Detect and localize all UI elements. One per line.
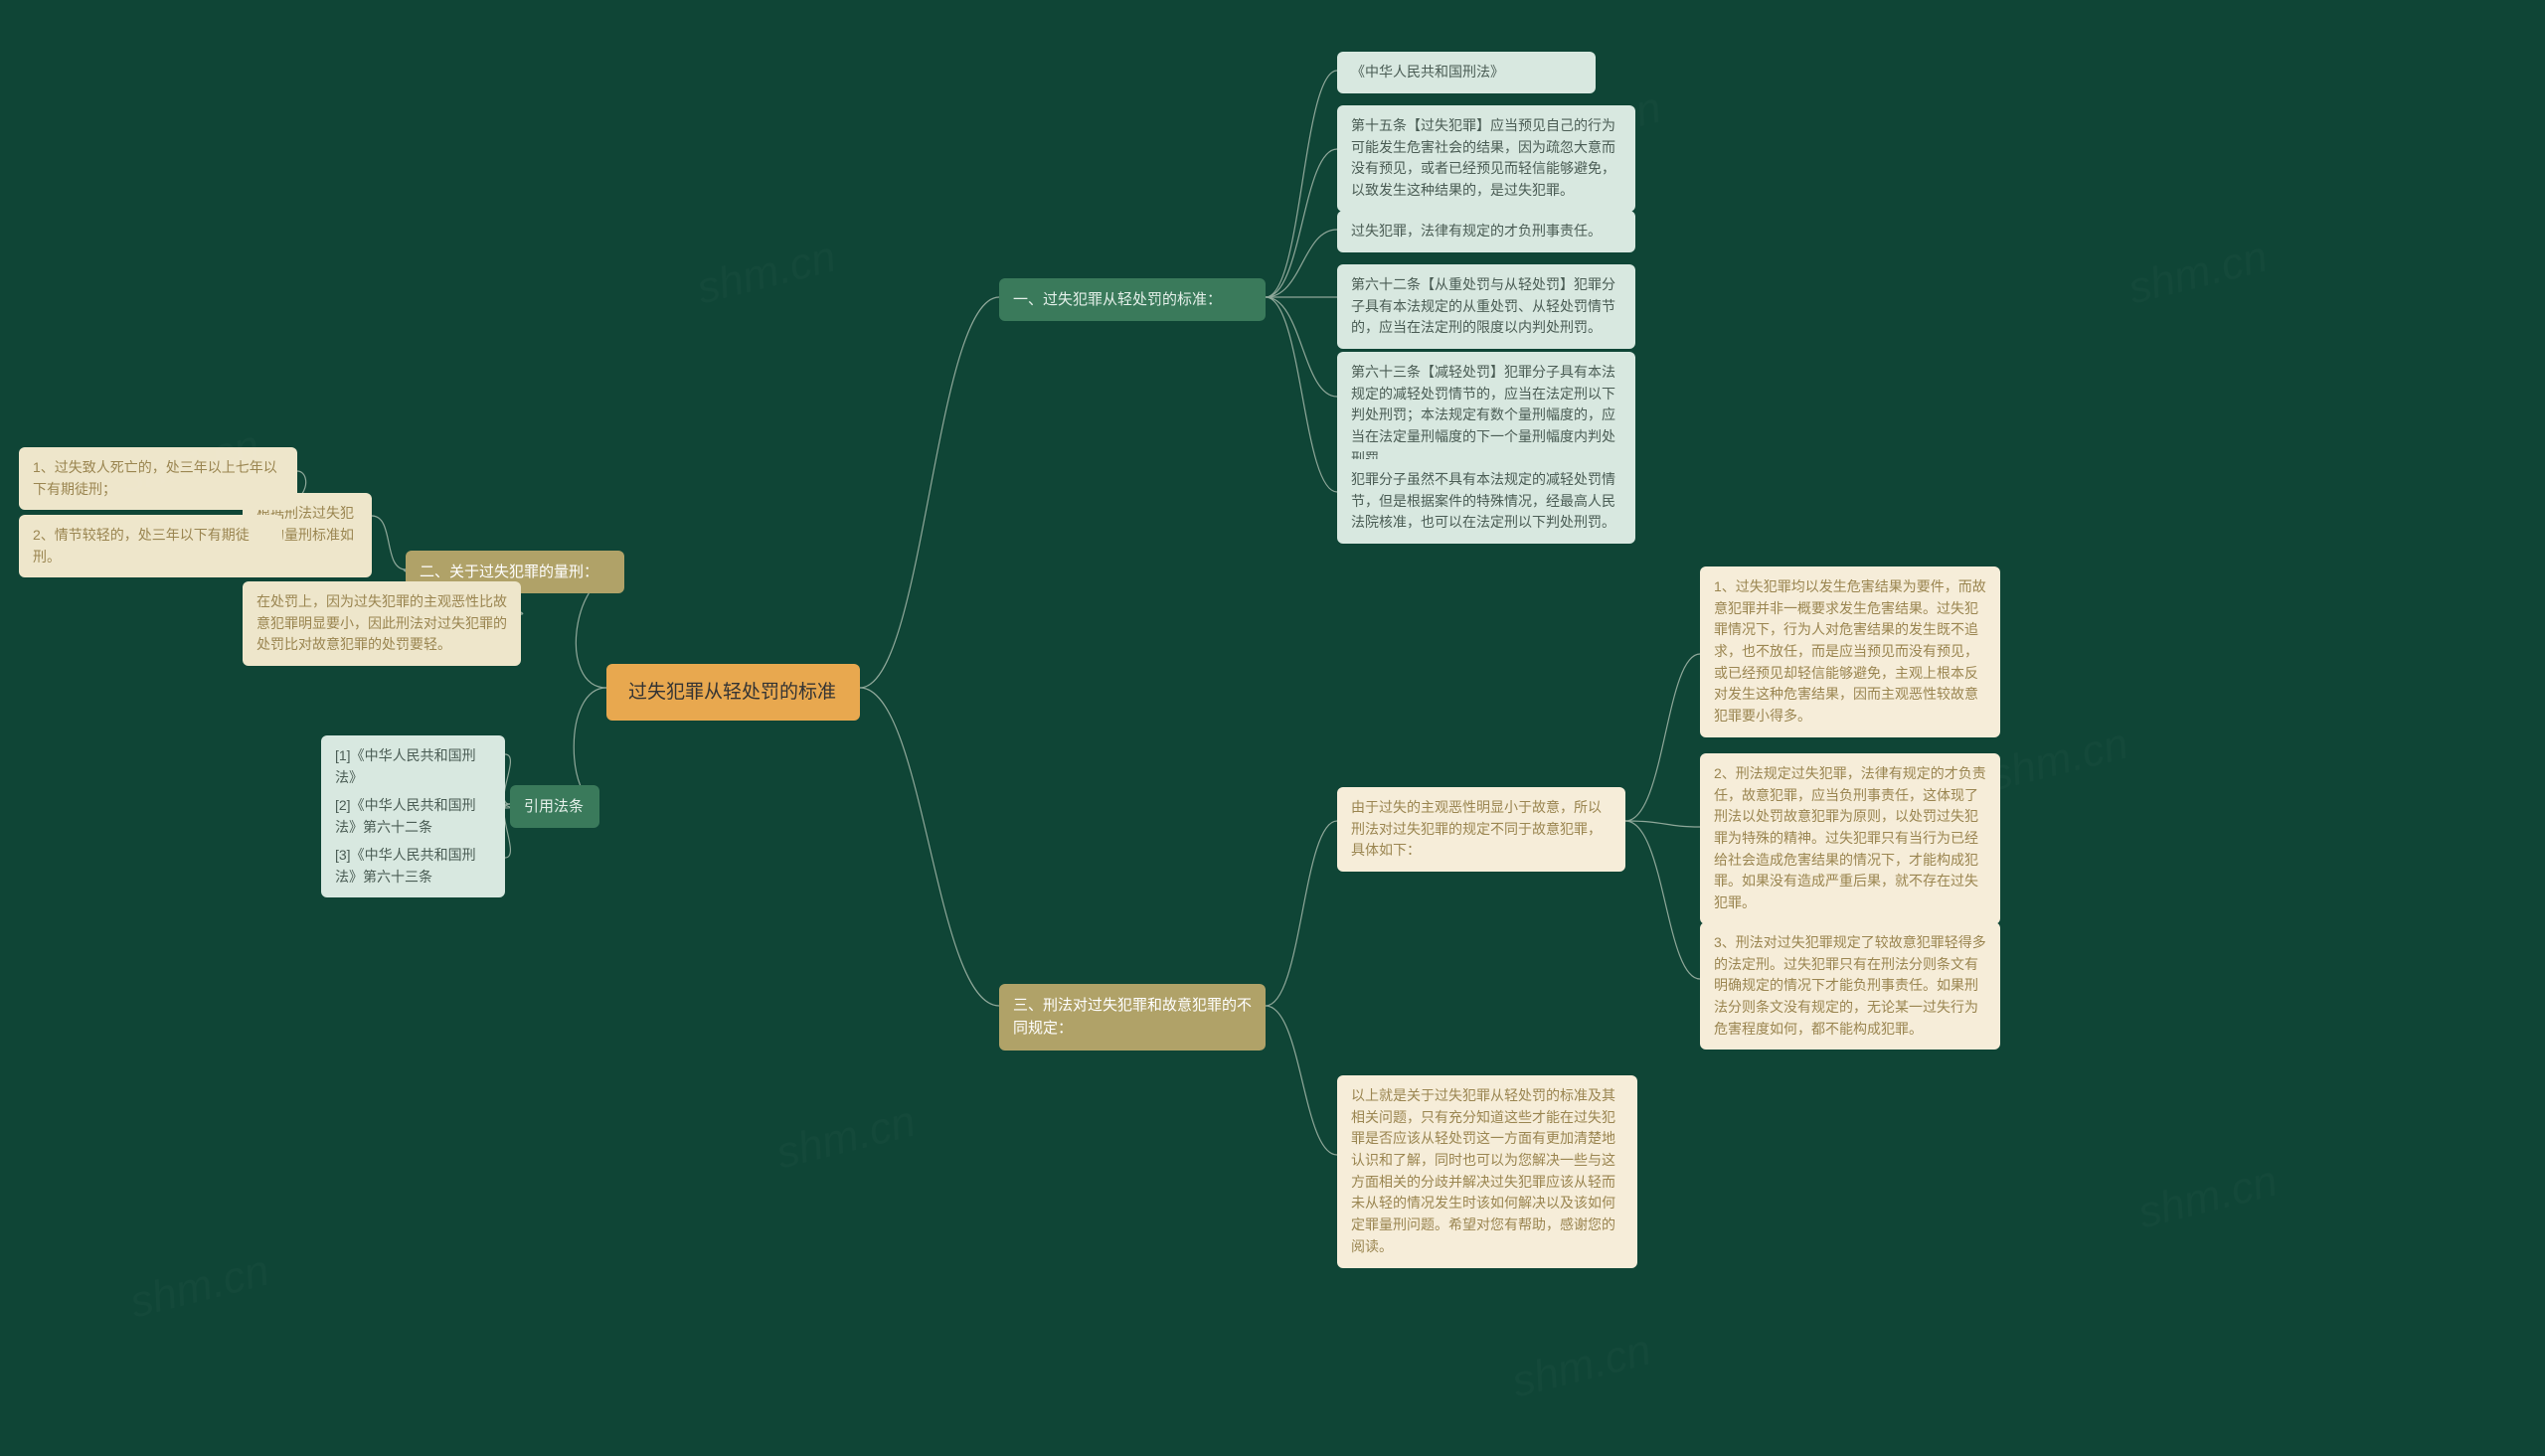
leaf-text: 2、情节较轻的，处三年以下有期徒刑。	[33, 527, 250, 565]
watermark: shm.cn	[1507, 1326, 1656, 1408]
sec1-leaf-1[interactable]: 《中华人民共和国刑法》	[1337, 52, 1596, 93]
section-1[interactable]: 一、过失犯罪从轻处罚的标准：	[999, 278, 1266, 321]
leaf-text: 由于过失的主观恶性明显小于故意，所以刑法对过失犯罪的规定不同于故意犯罪，具体如下…	[1351, 799, 1602, 858]
leaf-text: 第六十三条【减轻处罚】犯罪分子具有本法规定的减轻处罚情节的，应当在法定刑以下判处…	[1351, 364, 1615, 466]
leaf-text: 《中华人民共和国刑法》	[1351, 64, 1504, 80]
watermark: shm.cn	[692, 233, 841, 315]
leaf-text: 第十五条【过失犯罪】应当预见自己的行为可能发生危害社会的结果，因为疏忽大意而没有…	[1351, 117, 1615, 198]
root-node[interactable]: 过失犯罪从轻处罚的标准	[606, 664, 860, 721]
leaf-text: 犯罪分子虽然不具有本法规定的减轻处罚情节，但是根据案件的特殊情况，经最高人民法院…	[1351, 471, 1615, 530]
watermark: shm.cn	[2123, 233, 2273, 315]
section-ref[interactable]: 引用法条	[510, 785, 599, 828]
leaf-text: 以上就是关于过失犯罪从轻处罚的标准及其相关问题，只有充分知道这些才能在过失犯罪是…	[1351, 1087, 1615, 1254]
section-3-label: 三、刑法对过失犯罪和故意犯罪的不同规定：	[1013, 997, 1252, 1037]
watermark: shm.cn	[771, 1097, 921, 1180]
sec3-sub-leaf-3[interactable]: 3、刑法对过失犯罪规定了较故意犯罪轻得多的法定刑。过失犯罪只有在刑法分则条文有明…	[1700, 922, 2000, 1050]
sec3-sub-leaf-1[interactable]: 1、过失犯罪均以发生危害结果为要件，而故意犯罪并非一概要求发生危害结果。过失犯罪…	[1700, 566, 2000, 737]
sec3-sub[interactable]: 由于过失的主观恶性明显小于故意，所以刑法对过失犯罪的规定不同于故意犯罪，具体如下…	[1337, 787, 1625, 872]
secref-leaf-3[interactable]: [3]《中华人民共和国刑法》第六十三条	[321, 835, 505, 897]
sec2-sub1-leaf-1[interactable]: 1、过失致人死亡的，处三年以上七年以下有期徒刑；	[19, 447, 297, 510]
sec1-leaf-3[interactable]: 过失犯罪，法律有规定的才负刑事责任。	[1337, 211, 1635, 252]
watermark: shm.cn	[125, 1246, 274, 1329]
sec1-leaf-6[interactable]: 犯罪分子虽然不具有本法规定的减轻处罚情节，但是根据案件的特殊情况，经最高人民法院…	[1337, 459, 1635, 544]
leaf-text: 在处罚上，因为过失犯罪的主观恶性比故意犯罪明显要小，因此刑法对过失犯罪的处罚比对…	[256, 593, 507, 652]
leaf-text: 3、刑法对过失犯罪规定了较故意犯罪轻得多的法定刑。过失犯罪只有在刑法分则条文有明…	[1714, 934, 1986, 1037]
section-ref-label: 引用法条	[524, 798, 584, 815]
leaf-text: 2、刑法规定过失犯罪，法律有规定的才负责任，故意犯罪，应当负刑事责任，这体现了刑…	[1714, 765, 1986, 910]
leaf-text: [1]《中华人民共和国刑法》	[335, 747, 476, 785]
section-2-label: 二、关于过失犯罪的量刑：	[420, 564, 598, 580]
leaf-text: [3]《中华人民共和国刑法》第六十三条	[335, 847, 476, 885]
section-1-label: 一、过失犯罪从轻处罚的标准：	[1013, 291, 1222, 308]
sec3-sub-leaf-2[interactable]: 2、刑法规定过失犯罪，法律有规定的才负责任，故意犯罪，应当负刑事责任，这体现了刑…	[1700, 753, 2000, 924]
sec3-leaf-2[interactable]: 以上就是关于过失犯罪从轻处罚的标准及其相关问题，只有充分知道这些才能在过失犯罪是…	[1337, 1075, 1637, 1268]
leaf-text: 过失犯罪，法律有规定的才负刑事责任。	[1351, 223, 1602, 239]
leaf-text: [2]《中华人民共和国刑法》第六十二条	[335, 797, 476, 835]
sec1-leaf-4[interactable]: 第六十二条【从重处罚与从轻处罚】犯罪分子具有本法规定的从重处罚、从轻处罚情节的，…	[1337, 264, 1635, 349]
sec2-sub1-leaf-2[interactable]: 2、情节较轻的，处三年以下有期徒刑。	[19, 515, 282, 577]
section-3[interactable]: 三、刑法对过失犯罪和故意犯罪的不同规定：	[999, 984, 1266, 1051]
leaf-text: 1、过失致人死亡的，处三年以上七年以下有期徒刑；	[33, 459, 277, 497]
leaf-text: 第六十二条【从重处罚与从轻处罚】犯罪分子具有本法规定的从重处罚、从轻处罚情节的，…	[1351, 276, 1615, 335]
watermark: shm.cn	[2133, 1157, 2283, 1239]
watermark: shm.cn	[1984, 720, 2133, 802]
sec2-leaf-2[interactable]: 在处罚上，因为过失犯罪的主观恶性比故意犯罪明显要小，因此刑法对过失犯罪的处罚比对…	[243, 581, 521, 666]
connector-svg	[0, 0, 2545, 1456]
root-label: 过失犯罪从轻处罚的标准	[628, 682, 836, 703]
sec1-leaf-2[interactable]: 第十五条【过失犯罪】应当预见自己的行为可能发生危害社会的结果，因为疏忽大意而没有…	[1337, 105, 1635, 212]
leaf-text: 1、过失犯罪均以发生危害结果为要件，而故意犯罪并非一概要求发生危害结果。过失犯罪…	[1714, 578, 1986, 724]
